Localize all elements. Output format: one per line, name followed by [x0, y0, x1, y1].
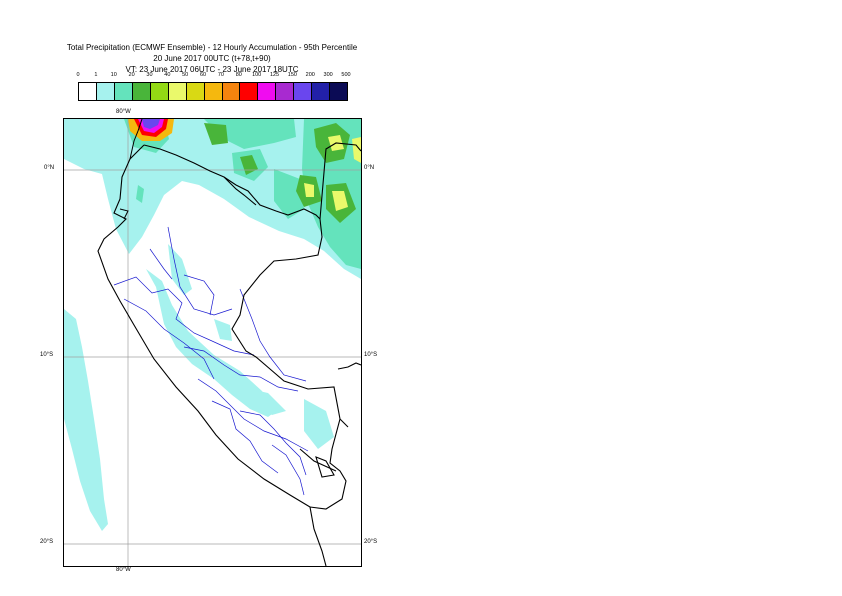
- lat-label-10-left: 10°S: [40, 352, 54, 358]
- legend-tick-label: 50: [182, 72, 189, 78]
- legend-tick-label: 0: [76, 72, 80, 78]
- legend-swatch: [96, 83, 115, 100]
- legend-tick-label: 300: [323, 72, 333, 78]
- extreme-precip-area: [128, 119, 174, 141]
- legend-swatch: [79, 83, 97, 100]
- legend-tick-label: 200: [305, 72, 315, 78]
- lat-label-20-right: 20°S: [364, 539, 378, 545]
- legend-swatch: [114, 83, 133, 100]
- legend-tick-label: 125: [269, 72, 280, 78]
- lon-label-bottom: 80°W: [116, 567, 131, 573]
- legend-tick-label: 80: [235, 72, 242, 78]
- legend-swatch: [258, 83, 277, 100]
- legend-swatch: [240, 83, 259, 100]
- legend-tick-label: 20: [128, 72, 135, 78]
- legend-swatch: [186, 83, 205, 100]
- map-frame: [63, 118, 362, 567]
- legend-ticks: 0 1 10 20 30 40 50 60 70 80 100 125 150 200 300 500: [76, 72, 351, 82]
- legend-swatch: [132, 83, 151, 100]
- coastline-north: [119, 119, 143, 220]
- legend-tick-label: 60: [200, 72, 207, 78]
- color-legend: 0 1 10 20 30 40 50 60 70 80 100 125 150 200 300 500: [76, 72, 351, 101]
- region-boundaries: [113, 226, 309, 496]
- legend-swatch: [330, 83, 348, 100]
- run-time: 20 June 2017 00UTC (t+78,t+90): [153, 54, 271, 63]
- map-title-block: Total Precipitation (ECMWF Ensemble) - 1…: [0, 42, 424, 75]
- legend-tick-label: 500: [341, 72, 351, 78]
- legend-tick-label: 150: [287, 72, 297, 78]
- lat-label-20-left: 20°S: [40, 539, 54, 545]
- legend-swatch: [276, 83, 295, 100]
- legend-swatch: [204, 83, 223, 100]
- legend-tick-label: 10: [110, 72, 117, 78]
- light-precip-areas: [64, 119, 361, 531]
- legend-color-bar: [78, 82, 348, 101]
- legend-swatch: [312, 83, 331, 100]
- legend-swatch: [294, 83, 313, 100]
- national-borders: [97, 142, 361, 566]
- legend-tick-label: 100: [252, 72, 262, 78]
- lon-label-top: 80°W: [116, 109, 131, 115]
- legend-swatch: [222, 83, 241, 100]
- legend-swatch: [150, 83, 169, 100]
- legend-tick-label: 30: [146, 72, 153, 78]
- legend-tick-label: 40: [164, 72, 171, 78]
- lat-label-0-right: 0°N: [364, 165, 375, 171]
- lat-label-0-left: 0°N: [44, 165, 55, 171]
- legend-swatch: [168, 83, 187, 100]
- map-title: Total Precipitation (ECMWF Ensemble) - 1…: [66, 43, 358, 52]
- legend-tick-label: 1: [94, 72, 98, 78]
- lat-label-10-right: 10°S: [364, 352, 378, 358]
- valid-time: VT: 23 June 2017 06UTC - 23 June 2017 18…: [125, 65, 299, 74]
- legend-tick-label: 70: [217, 72, 224, 78]
- precipitation-map: [64, 119, 361, 566]
